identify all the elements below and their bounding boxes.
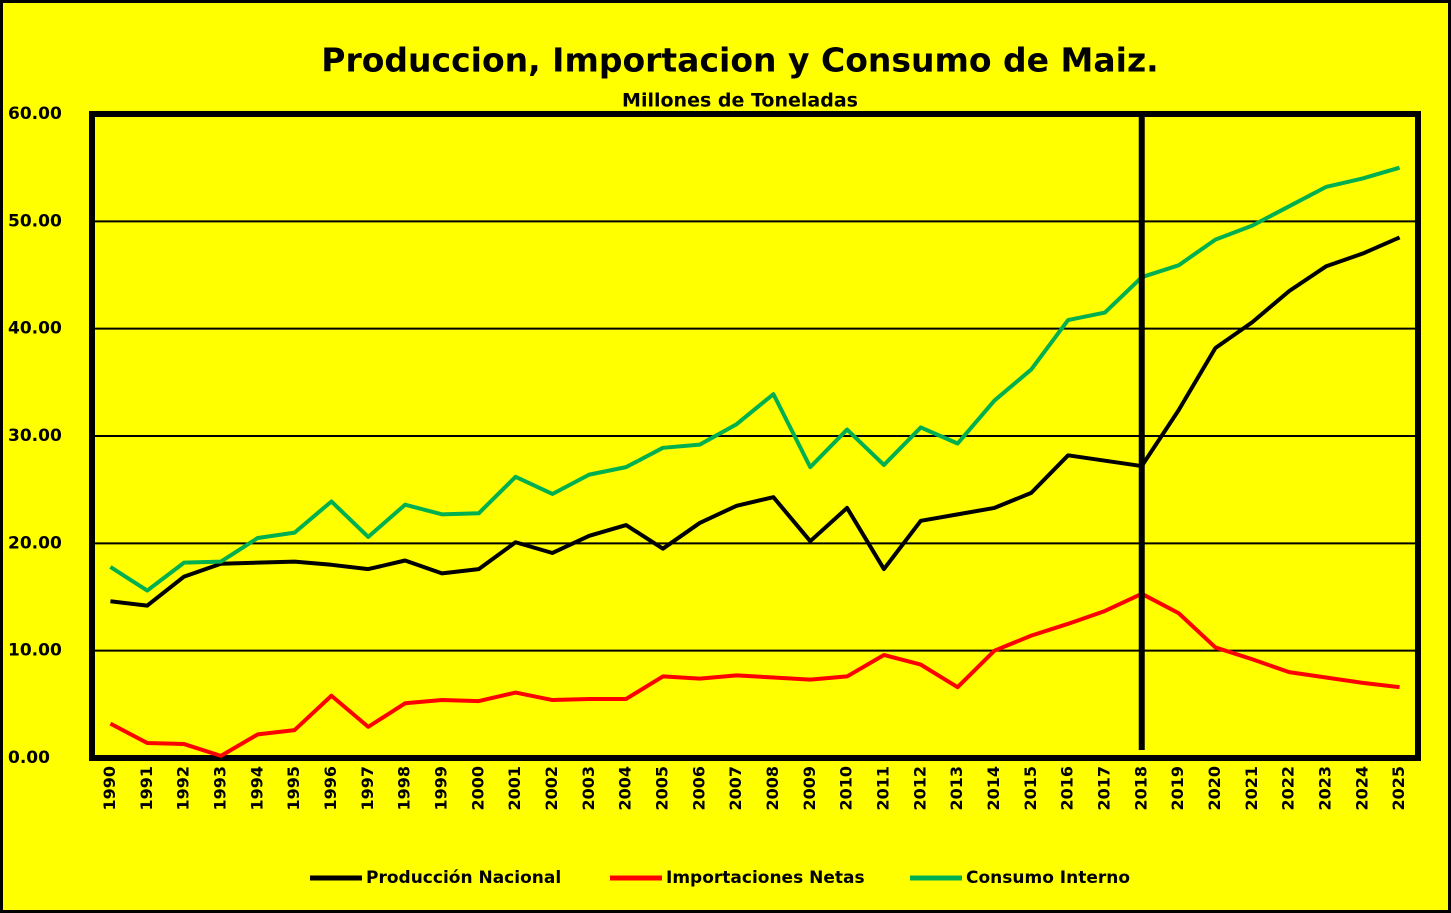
x-tick-label: 2015 xyxy=(1021,766,1040,811)
y-tick-label: 10.00 xyxy=(8,641,62,661)
chart-title: Produccion, Importacion y Consumo de Mai… xyxy=(321,41,1158,80)
x-tick-label: 2021 xyxy=(1242,766,1261,811)
line-series xyxy=(109,591,1400,758)
x-tick-label: 2012 xyxy=(910,766,929,811)
x-tick-label: 1991 xyxy=(137,766,156,811)
x-tick-label: 2005 xyxy=(652,766,671,811)
line-series xyxy=(110,235,1401,608)
x-tick-label: 2006 xyxy=(689,766,708,811)
y-tick-label: 60.00 xyxy=(8,104,62,124)
x-tick-label: 1993 xyxy=(210,766,229,811)
x-tick-label: 2023 xyxy=(1315,766,1334,811)
x-tick-label: 1990 xyxy=(100,766,119,811)
y-tick-label: 30.00 xyxy=(8,426,62,446)
x-tick-label: 2022 xyxy=(1279,766,1298,811)
x-tick-label: 2016 xyxy=(1058,766,1077,811)
x-tick-label: 2008 xyxy=(763,766,782,811)
x-tick-label: 2020 xyxy=(1205,766,1224,811)
y-tick-label: 20.00 xyxy=(8,533,62,553)
x-tick-label: 1999 xyxy=(431,766,450,811)
x-tick-label: 2003 xyxy=(579,766,598,811)
x-tick-label: 2011 xyxy=(873,766,892,811)
x-tick-label: 1998 xyxy=(395,766,414,811)
legend-label: Producción Nacional xyxy=(366,868,561,888)
x-tick-label: 2001 xyxy=(505,766,524,811)
x-tick-label: 2018 xyxy=(1131,766,1150,811)
x-tick-label: 1992 xyxy=(174,766,193,811)
y-tick-label: 50.00 xyxy=(8,211,62,231)
x-tick-label: 2017 xyxy=(1094,766,1113,811)
x-tick-label: 2007 xyxy=(726,766,745,811)
x-tick-label: 1997 xyxy=(358,766,377,811)
x-tick-label: 2000 xyxy=(468,766,487,811)
x-tick-label: 2025 xyxy=(1389,766,1408,811)
x-tick-label: 2002 xyxy=(542,766,561,811)
legend-label: Consumo Interno xyxy=(966,868,1130,888)
legend-label: Importaciones Netas xyxy=(666,868,865,888)
chart-subtitle: Millones de Toneladas xyxy=(622,90,858,112)
x-tick-label: 2009 xyxy=(800,766,819,811)
line-series xyxy=(109,165,1401,593)
x-tick-label: 2010 xyxy=(837,766,856,811)
x-tick-label: 1995 xyxy=(284,766,303,811)
x-tick-label: 1996 xyxy=(321,766,340,811)
x-tick-label: 2013 xyxy=(947,766,966,811)
plot-border xyxy=(89,111,1421,761)
x-tick-label: 2014 xyxy=(984,766,1003,811)
x-tick-label: 2024 xyxy=(1352,766,1371,811)
x-tick-label: 2019 xyxy=(1168,766,1187,811)
y-tick-label: 0.00 xyxy=(8,748,50,768)
y-tick-label: 40.00 xyxy=(8,319,62,339)
x-tick-label: 1994 xyxy=(247,766,266,811)
x-tick-label: 2004 xyxy=(616,766,635,811)
